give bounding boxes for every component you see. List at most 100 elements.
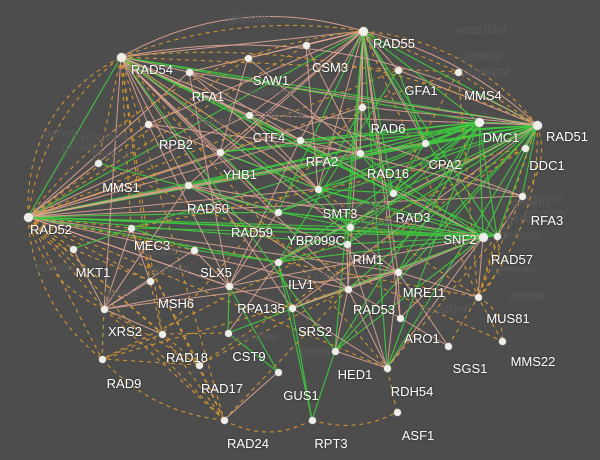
graph-node-mre11[interactable] <box>394 268 402 276</box>
graph-node-rad3[interactable] <box>389 189 397 197</box>
graph-node-mkt1[interactable] <box>69 245 77 253</box>
graph-edge <box>346 243 388 369</box>
graph-edge <box>305 44 319 190</box>
graph-node-rpa135[interactable] <box>225 282 233 290</box>
graph-node-rad59[interactable] <box>274 208 282 216</box>
graph-node-slx5[interactable] <box>190 246 198 254</box>
graph-edge <box>130 227 151 282</box>
graph-node-srs2[interactable] <box>288 304 296 312</box>
graph-edge <box>188 71 301 141</box>
graph-node-yhb1[interactable] <box>216 148 224 156</box>
graph-node-mec3[interactable] <box>127 224 135 232</box>
graph-node-msh6[interactable] <box>146 277 154 285</box>
graph-edge <box>248 114 394 194</box>
graph-edge <box>188 71 230 287</box>
graph-edge <box>334 350 388 369</box>
graph-node-rad52[interactable] <box>23 212 33 222</box>
graph-edge-arc <box>120 24 364 58</box>
graph-node-rfa1[interactable] <box>185 68 193 76</box>
graph-node-mus81[interactable] <box>474 293 482 301</box>
graph-edge <box>27 211 279 218</box>
graph-node-xrs2[interactable] <box>100 305 108 313</box>
graph-edge <box>361 106 394 194</box>
graph-node-mms22[interactable] <box>498 337 506 345</box>
graph-node-rad17[interactable] <box>195 361 203 369</box>
graph-edge <box>120 56 394 194</box>
graph-edge <box>362 30 394 194</box>
graph-node-rfa3[interactable] <box>518 192 526 200</box>
graph-edge-arc <box>223 419 313 433</box>
graph-edge <box>227 332 279 373</box>
graph-edge <box>27 56 122 218</box>
graph-edge <box>130 227 484 238</box>
graph-edge <box>27 123 149 218</box>
graph-edge <box>120 56 459 73</box>
graph-edge <box>188 71 523 197</box>
graph-node-rad55[interactable] <box>358 26 368 36</box>
graph-node-asf1[interactable] <box>393 408 401 416</box>
graph-edge <box>219 151 279 213</box>
graph-edge <box>347 288 388 369</box>
graph-node-rad57[interactable] <box>493 232 501 240</box>
graph-edge <box>521 124 538 197</box>
graph-node-rad51[interactable] <box>532 120 542 130</box>
graph-node-rim1[interactable] <box>343 240 351 248</box>
graph-node-hed1[interactable] <box>331 347 339 355</box>
graph-node-rad16[interactable] <box>356 149 364 157</box>
graph-edge <box>198 147 526 366</box>
graph-edge <box>72 248 151 282</box>
graph-edge <box>397 121 480 273</box>
graph-edge <box>477 236 484 298</box>
graph-node-dmc1[interactable] <box>474 117 484 127</box>
graph-edge <box>149 280 163 335</box>
graph-node-ctf4[interactable] <box>245 111 253 119</box>
graph-edge <box>359 152 394 194</box>
graph-node-mms4[interactable] <box>454 68 462 76</box>
graph-node-ddc1[interactable] <box>521 144 529 152</box>
graph-node-rad6[interactable] <box>358 103 366 111</box>
graph-edge <box>362 30 426 144</box>
graph-edge <box>27 57 249 218</box>
graph-node-rpb2[interactable] <box>144 120 152 128</box>
graph-node-rdh54[interactable] <box>383 364 391 372</box>
graph-node-smt3[interactable] <box>314 185 322 193</box>
graph-edge <box>347 288 401 319</box>
graph-edge <box>27 216 279 263</box>
graph-node-gfa1[interactable] <box>394 66 402 74</box>
graph-edge <box>97 162 503 342</box>
graph-node-cst9[interactable] <box>224 329 232 337</box>
graph-edge <box>277 121 480 213</box>
graph-node-aro1[interactable] <box>396 314 404 322</box>
graph-node-snf2[interactable] <box>478 232 488 242</box>
graph-node-rad50[interactable] <box>184 181 192 189</box>
graph-node-rad9[interactable] <box>98 355 106 363</box>
graph-node-rad24[interactable] <box>220 416 228 424</box>
graph-node-rad18[interactable] <box>158 330 166 338</box>
graph-edge <box>359 121 480 154</box>
graph-edge <box>120 56 399 273</box>
graph-edge <box>291 307 388 369</box>
graph-edge <box>291 307 313 421</box>
graph-edge <box>334 236 484 352</box>
graph-node-csm3[interactable] <box>302 41 310 49</box>
graph-node-ilv1[interactable] <box>274 258 282 266</box>
graph-edge <box>120 56 319 190</box>
graph-node-rad53[interactable] <box>344 285 352 293</box>
graph-edge <box>27 71 190 218</box>
graph-node-ybr099c[interactable] <box>346 223 354 231</box>
graph-node-rad54[interactable] <box>116 52 126 62</box>
graph-node-gus1[interactable] <box>274 368 282 376</box>
graph-edge <box>103 184 189 310</box>
graph-node-rpt3[interactable] <box>308 416 316 424</box>
graph-edge <box>277 211 498 237</box>
graph-node-rfa2[interactable] <box>296 136 304 144</box>
graph-edge <box>120 56 361 154</box>
graph-node-saw1[interactable] <box>244 54 252 62</box>
graph-node-cpa2[interactable] <box>421 139 429 147</box>
graph-node-mms1[interactable] <box>94 159 102 167</box>
graph-node-sgs1[interactable] <box>444 342 452 350</box>
graph-edge <box>198 364 225 421</box>
graph-edge <box>362 30 399 71</box>
graph-edge <box>120 56 151 282</box>
